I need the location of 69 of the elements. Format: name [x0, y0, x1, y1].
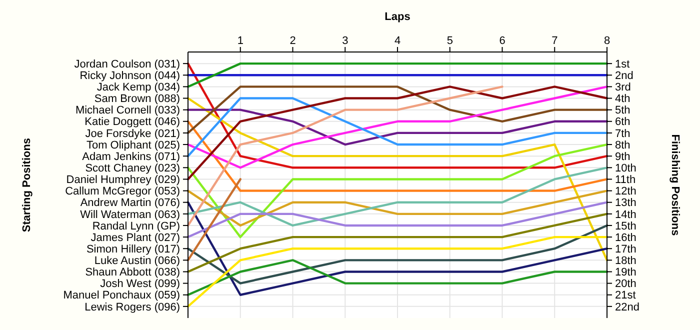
line-series [186, 190, 608, 227]
text: Starting Positions [21, 138, 33, 232]
y-tick-label: 18th [615, 255, 636, 268]
y-tick-label: 2nd [615, 70, 634, 82]
line-series [186, 224, 608, 284]
y-tick-label: 6th [615, 116, 630, 128]
line-series [186, 97, 608, 262]
series-label: Andrew Martin (076) [80, 197, 180, 210]
series-label: Ricky Johnson (044) [80, 70, 180, 82]
x-tick-label: 7 [552, 35, 558, 47]
series-label: Callum McGregor (053) [65, 186, 180, 198]
series-label: Randal Lynn (GP) [92, 220, 180, 232]
y-tick-label: 4th [615, 93, 630, 106]
x-tick-label: 5 [446, 35, 453, 47]
series-label: Lewis Rogers (096) [84, 301, 180, 314]
series-label: Sam Brown (088) [94, 93, 180, 106]
line-series [186, 236, 608, 308]
line-series [186, 86, 608, 134]
y-tick-label: 15th [615, 220, 636, 232]
text: Josh West (099) [100, 278, 180, 290]
x-tick-label: 6 [499, 35, 506, 47]
line-series [186, 259, 608, 296]
series-label: Michael Cornell (033) [75, 104, 180, 117]
series-label: Tom Oliphant (025) [86, 139, 180, 152]
y-tick-label: 17th [615, 243, 636, 256]
y-tick-label: 13th [615, 197, 636, 210]
x-tick-label: 4 [394, 35, 401, 47]
series-label: Joe Forsdyke (021) [85, 128, 180, 140]
y-tick-label: 9th [615, 150, 630, 163]
series-label: Simon Hillery (017) [86, 243, 180, 256]
line-series [186, 97, 608, 158]
series-label: Jordan Coulson (031) [74, 58, 180, 70]
series-label: James Plant (027) [90, 232, 180, 244]
y-tick-label: 1st [615, 58, 630, 70]
y-tick-label: 12th [615, 186, 636, 198]
y-tick-label: 3rd [615, 82, 631, 94]
y-tick-label: 21st [615, 290, 636, 302]
series-label: Scott Chaney (023) [85, 162, 180, 174]
line-series [186, 108, 608, 146]
series-label: Adam Jenkins (071) [82, 150, 180, 163]
series-label: Will Waterman (063) [80, 208, 180, 221]
series-label: Luke Austin (066) [94, 255, 180, 268]
x-tick-label: 2 [290, 35, 296, 47]
series-label: Daniel Humphrey (029) [66, 174, 180, 186]
series-label: Jack Kemp (034) [96, 82, 180, 94]
line-series [186, 166, 608, 227]
y-tick-label: 10th [615, 162, 636, 174]
line-series [186, 212, 608, 273]
line-series [186, 201, 608, 238]
x-tick-label: 1 [237, 35, 244, 47]
x-axis-title: Laps [384, 11, 410, 23]
series-label: Manuel Ponchaux (059) [63, 290, 180, 302]
x-tick-label: 8 [604, 35, 610, 47]
line-series [186, 143, 608, 238]
y-tick-label: 8th [615, 139, 630, 152]
y-tick-label: 20th [615, 278, 636, 290]
series-label: Shaun Abbott (038) [85, 266, 180, 279]
y-tick-label: 11th [615, 174, 636, 186]
y-axis-title: Finishing Positions [669, 134, 681, 236]
x-tick-label: 3 [342, 35, 348, 47]
line-series [186, 201, 608, 296]
y-tick-label: 19th [615, 266, 636, 279]
line-series [186, 86, 504, 227]
y-tick-label: 14th [615, 208, 636, 221]
y-tick-label: 7th [615, 128, 630, 140]
y-tick-label: 22nd [615, 301, 640, 314]
y-tick-label: 16th [615, 232, 636, 244]
y-tick-label: 5th [615, 104, 630, 117]
series-label: Katie Doggett (046) [84, 116, 180, 128]
